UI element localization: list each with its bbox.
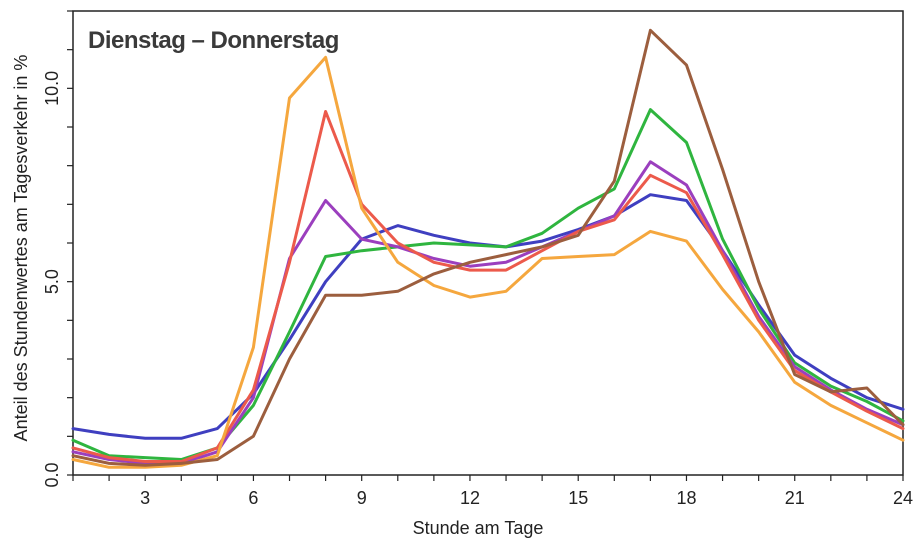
y-tick-label: 10.0 xyxy=(42,71,62,106)
chart-title: Dienstag – Donnerstag xyxy=(88,27,339,54)
x-tick-label: 15 xyxy=(568,488,588,508)
y-tick-label: 5.0 xyxy=(42,269,62,294)
x-tick-label: 6 xyxy=(248,488,258,508)
x-axis-title: Stunde am Tage xyxy=(413,518,544,538)
series-line-4 xyxy=(71,110,905,463)
x-tick-label: 9 xyxy=(357,488,367,508)
x-tick-label: 12 xyxy=(460,488,480,508)
plot-frame xyxy=(72,10,904,476)
y-axis-title: Anteil des Stundenwertes am Tagesverkehr… xyxy=(11,55,31,442)
x-tick-label: 24 xyxy=(893,488,913,508)
x-tick-label: 21 xyxy=(785,488,805,508)
series-line-3 xyxy=(71,160,905,465)
tick-layer: 3 6 9 12 15 18 21 24 0.0 5.0 10.0 xyxy=(42,10,913,508)
y-tick-label: 0.0 xyxy=(42,462,62,487)
series-line-5 xyxy=(71,55,905,469)
series-line-6 xyxy=(71,28,905,467)
x-tick-label: 18 xyxy=(676,488,696,508)
x-tick-label: 3 xyxy=(140,488,150,508)
series-layer xyxy=(71,28,905,469)
